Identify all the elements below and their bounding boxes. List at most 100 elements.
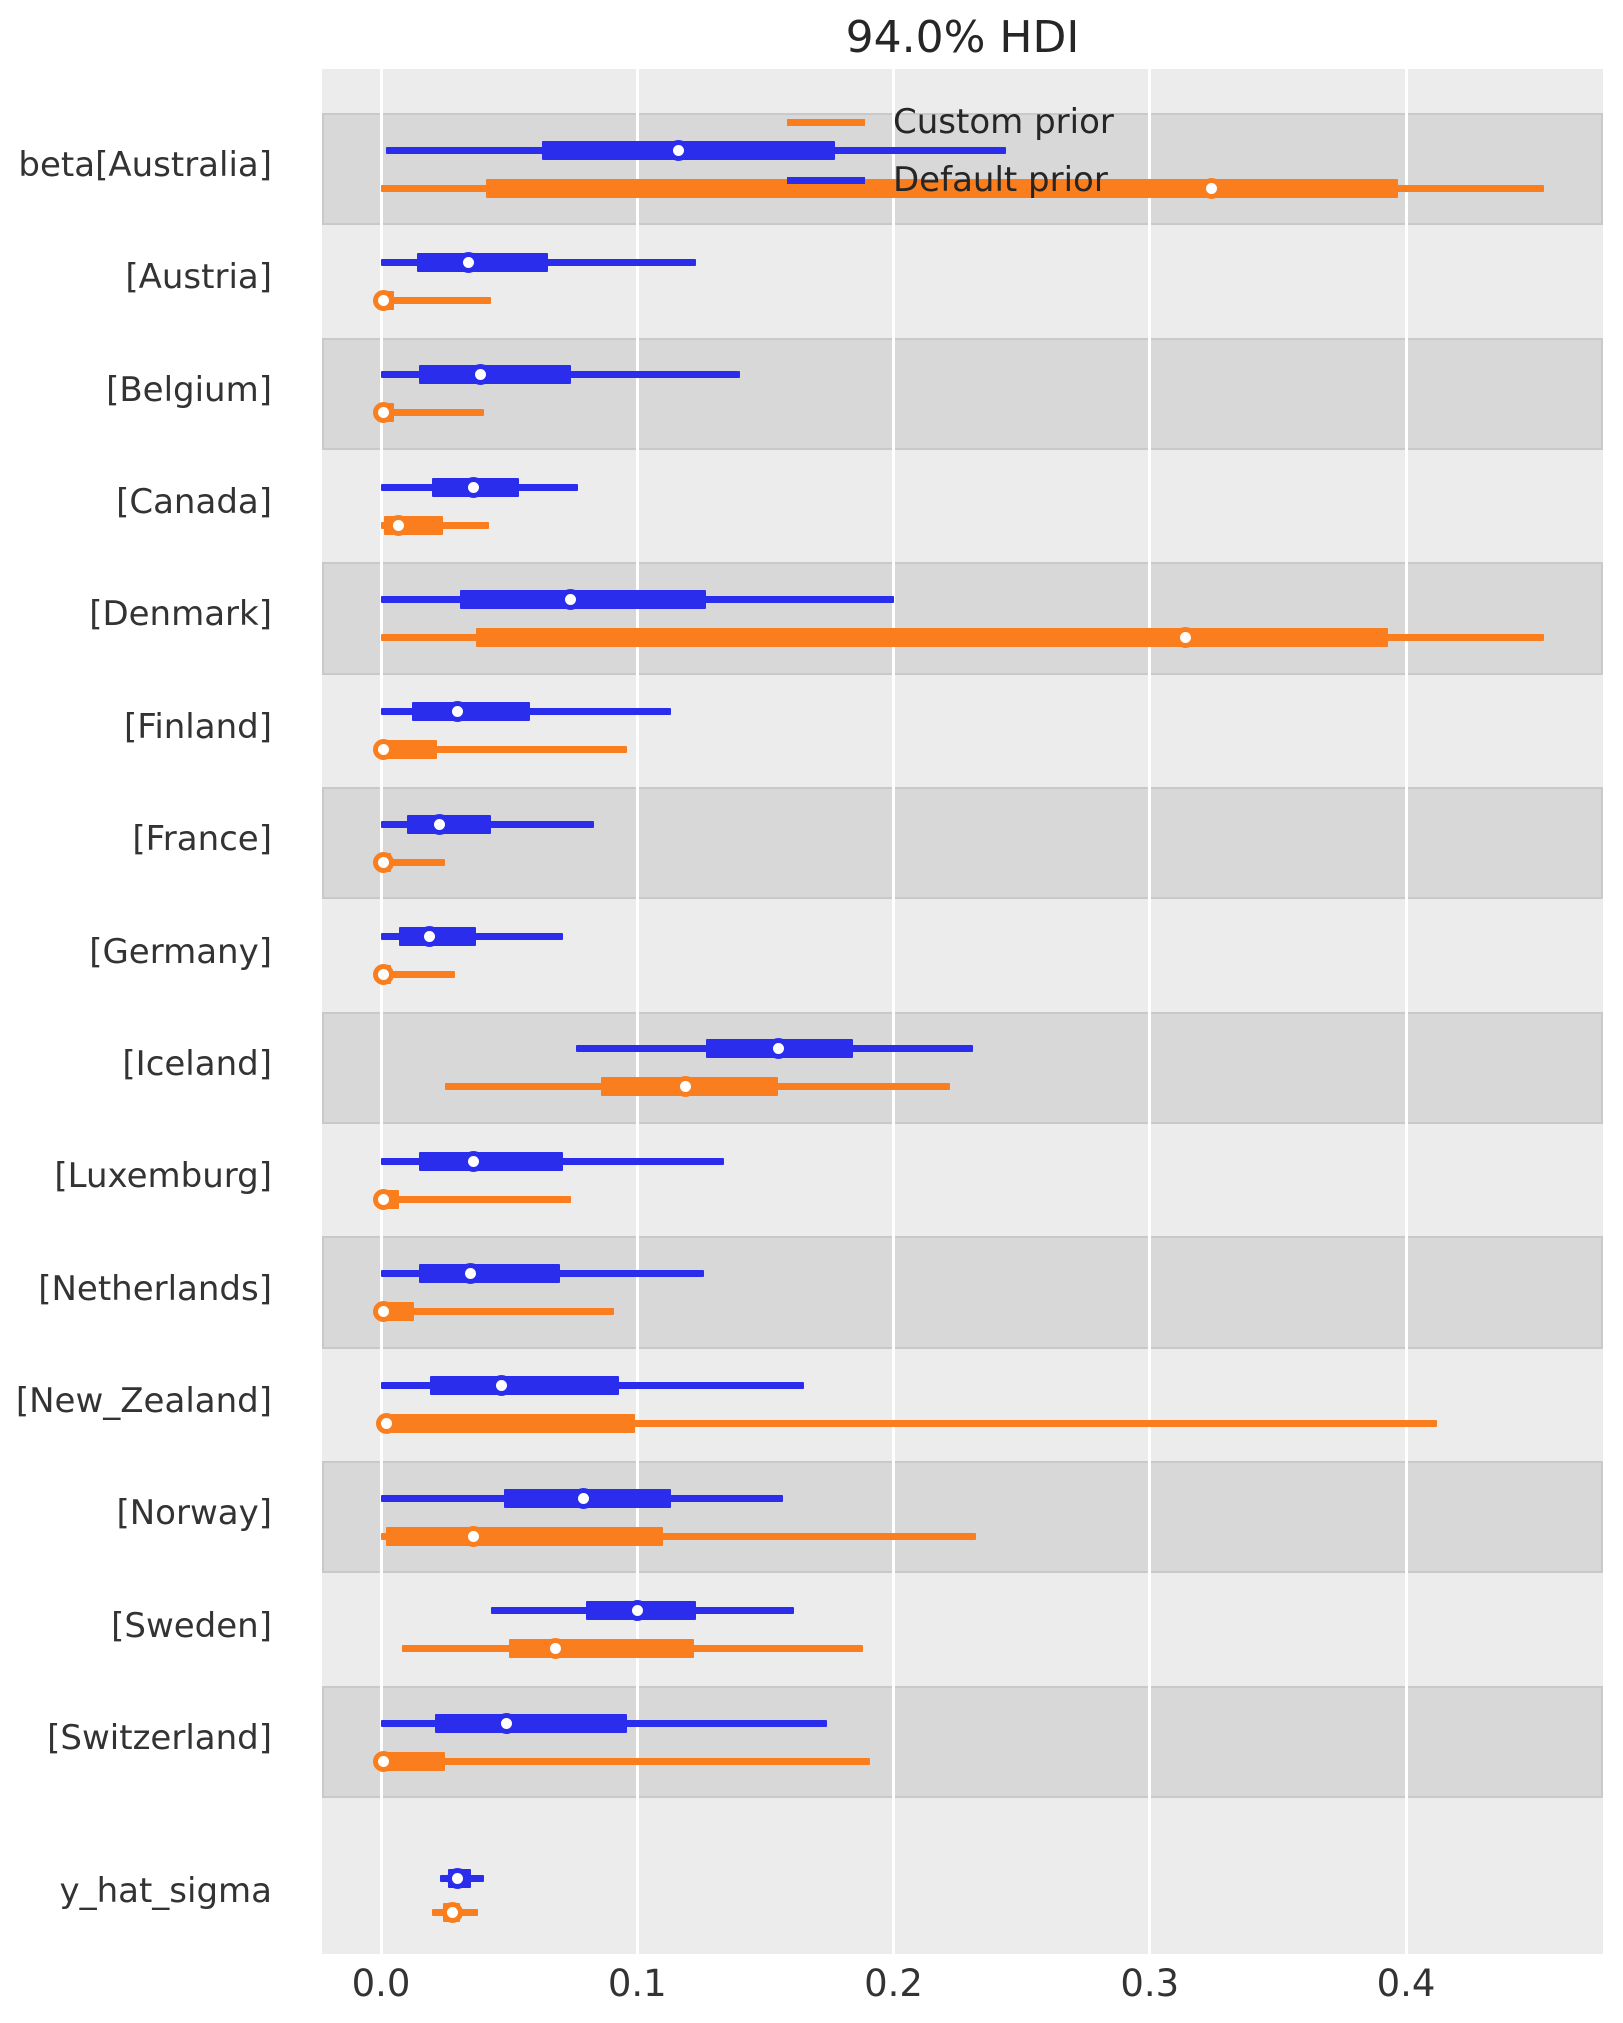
row-label: [Luxemburg] bbox=[54, 1156, 272, 1197]
hdi-line-thin bbox=[381, 296, 492, 304]
hdi-line-thick bbox=[391, 1414, 635, 1434]
point-estimate-marker bbox=[470, 364, 492, 386]
row-shading-band bbox=[322, 1236, 1603, 1349]
row-shading-band bbox=[322, 337, 1603, 450]
hdi-line-thick bbox=[429, 1376, 620, 1396]
point-estimate-marker bbox=[373, 289, 395, 311]
row-label: [Denmark] bbox=[89, 594, 272, 635]
plot-area bbox=[322, 69, 1603, 1954]
point-estimate-marker bbox=[373, 964, 395, 986]
x-tick-label: 0.0 bbox=[351, 1962, 411, 2005]
row-label: [Germany] bbox=[89, 931, 272, 972]
hdi-line-thick bbox=[416, 252, 548, 272]
hdi-line-thin bbox=[383, 1420, 1437, 1428]
hdi-line-thick bbox=[411, 702, 530, 722]
grid-line bbox=[635, 69, 639, 1954]
point-estimate-marker bbox=[388, 514, 410, 536]
row-shading-band bbox=[322, 1685, 1603, 1799]
legend-label: Default prior bbox=[893, 160, 1108, 200]
point-estimate-marker bbox=[373, 402, 395, 424]
legend-swatch bbox=[787, 176, 865, 184]
hdi-line-thin bbox=[381, 1195, 571, 1203]
grid-line bbox=[1148, 69, 1152, 1954]
point-estimate-marker bbox=[460, 1263, 482, 1285]
point-estimate-marker bbox=[419, 926, 441, 948]
point-estimate-marker bbox=[675, 1076, 697, 1098]
point-estimate-marker bbox=[462, 1525, 484, 1547]
row-shading-band bbox=[322, 1461, 1603, 1574]
point-estimate-marker bbox=[447, 701, 469, 723]
point-estimate-marker bbox=[572, 1487, 594, 1509]
point-estimate-marker bbox=[429, 813, 451, 835]
point-estimate-marker bbox=[667, 139, 689, 161]
point-estimate-marker bbox=[457, 251, 479, 273]
hdi-line-thin bbox=[381, 1308, 615, 1316]
legend-item: Custom prior bbox=[787, 93, 1114, 151]
row-shading-band bbox=[322, 786, 1603, 900]
hdi-line-thin bbox=[381, 1757, 871, 1765]
hdi-line-thick bbox=[486, 178, 1399, 198]
row-label: [Finland] bbox=[123, 706, 272, 747]
row-label: y_hat_sigma bbox=[59, 1871, 272, 1911]
point-estimate-marker bbox=[767, 1038, 789, 1060]
hdi-line-thick bbox=[386, 1526, 663, 1546]
hdi-line-thick bbox=[509, 1639, 694, 1659]
x-tick-label: 0.2 bbox=[864, 1962, 923, 2005]
point-estimate-marker bbox=[1175, 626, 1197, 648]
x-tick-label: 0.4 bbox=[1376, 1962, 1436, 2005]
row-label: [Switzerland] bbox=[47, 1718, 272, 1759]
row-label: [Norway] bbox=[116, 1493, 272, 1534]
row-label: beta[Australia] bbox=[18, 145, 272, 185]
legend-label: Custom prior bbox=[893, 102, 1114, 142]
point-estimate-marker bbox=[373, 739, 395, 761]
legend-swatch bbox=[787, 118, 865, 126]
chart-title: 94.0% HDI bbox=[845, 12, 1080, 63]
legend-item: Default prior bbox=[787, 151, 1114, 209]
hdi-line-thick bbox=[475, 627, 1389, 647]
row-label: [New_Zealand] bbox=[15, 1380, 272, 1421]
row-label: [Iceland] bbox=[122, 1043, 272, 1084]
point-estimate-marker bbox=[544, 1638, 566, 1660]
point-estimate-marker bbox=[626, 1600, 648, 1622]
point-estimate-marker bbox=[447, 1867, 469, 1889]
grid-line bbox=[892, 69, 895, 1954]
row-label: [Austria] bbox=[125, 257, 272, 298]
point-estimate-marker bbox=[462, 476, 484, 498]
x-tick-label: 0.3 bbox=[1120, 1962, 1180, 2005]
hdi-line-thin bbox=[381, 746, 627, 754]
hdi-line-thin bbox=[381, 858, 446, 866]
point-estimate-marker bbox=[496, 1712, 518, 1734]
hdi-line-thick bbox=[419, 1264, 561, 1284]
row-label: [Canada] bbox=[116, 482, 272, 523]
hdi-line-thin bbox=[381, 409, 484, 417]
row-label: [Sweden] bbox=[111, 1605, 272, 1646]
hdi-line-thick bbox=[386, 740, 438, 760]
hdi-line-thin bbox=[381, 1532, 976, 1540]
row-shading-band bbox=[322, 1011, 1603, 1125]
hdi-line-thick bbox=[386, 1751, 446, 1771]
row-label: [Netherlands] bbox=[38, 1268, 272, 1309]
hdi-line-thick bbox=[419, 1151, 563, 1171]
hdi-line-thick bbox=[419, 365, 571, 385]
grid-line bbox=[379, 69, 383, 1954]
point-estimate-marker bbox=[490, 1375, 512, 1397]
hdi-line-thin bbox=[381, 971, 456, 979]
point-estimate-marker bbox=[462, 1150, 484, 1172]
point-estimate-marker bbox=[373, 1750, 395, 1772]
x-tick-label: 0.1 bbox=[607, 1962, 667, 2005]
point-estimate-marker bbox=[373, 851, 395, 873]
row-shading-band bbox=[322, 112, 1603, 226]
row-shading-band bbox=[322, 562, 1603, 675]
row-label: [Belgium] bbox=[106, 369, 272, 410]
point-estimate-marker bbox=[375, 1413, 397, 1435]
row-label: [France] bbox=[132, 819, 272, 860]
point-estimate-marker bbox=[560, 588, 582, 610]
legend: Custom prior Default prior bbox=[787, 93, 1114, 209]
point-estimate-marker bbox=[1200, 177, 1222, 199]
hdi-line-thick bbox=[460, 589, 707, 609]
point-estimate-marker bbox=[373, 1301, 395, 1323]
grid-line bbox=[1404, 69, 1408, 1954]
point-estimate-marker bbox=[373, 1188, 395, 1210]
hdi-line-thick bbox=[434, 1713, 627, 1733]
